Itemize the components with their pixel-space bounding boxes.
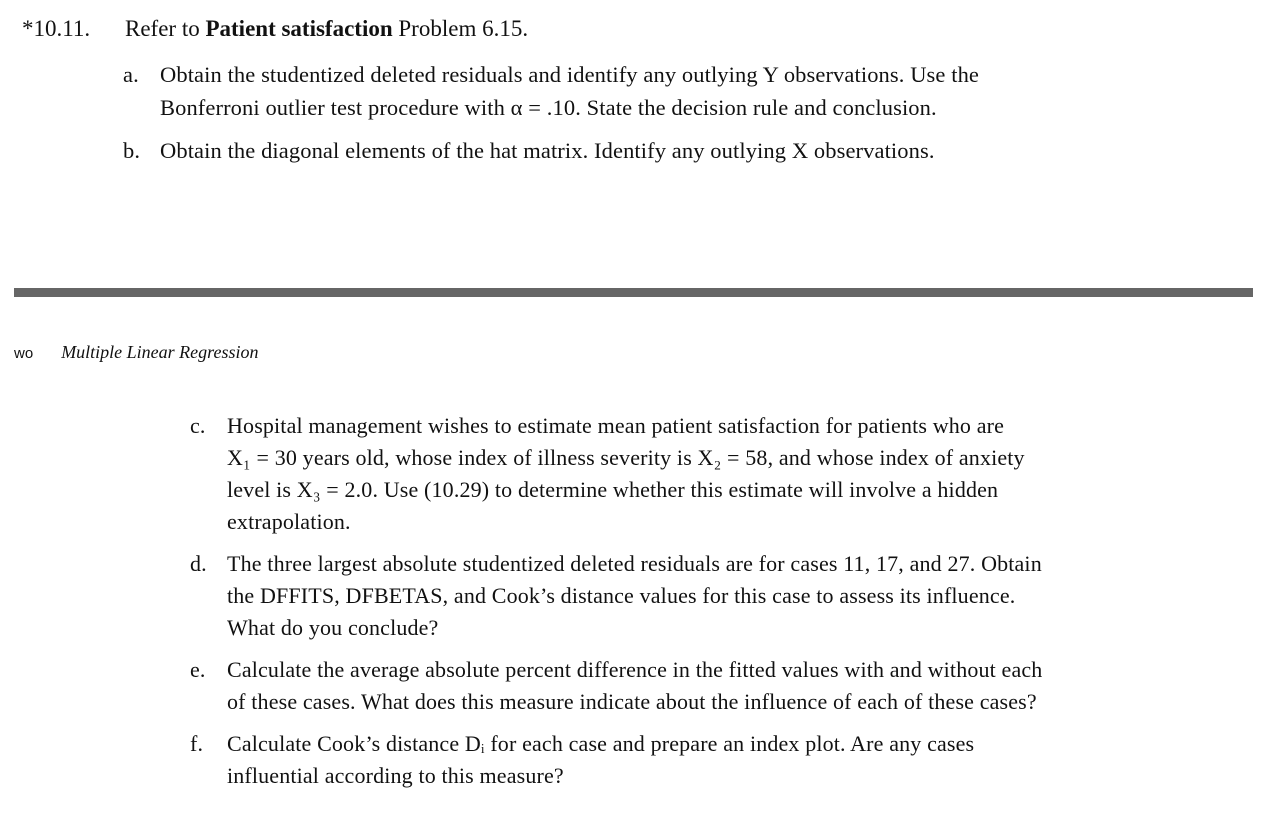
part-a: a. Obtain the studentized deleted residu… <box>123 58 1213 124</box>
part-b: b. Obtain the diagonal elements of the h… <box>123 134 1213 167</box>
part-d-line-2: the DFFITS, DFBETAS, and Cook’s distance… <box>227 583 1016 608</box>
page-divider <box>14 288 1253 297</box>
part-e-line-2: of these cases. What does this measure i… <box>227 689 1037 714</box>
part-b-line-1: Obtain the diagonal elements of the hat … <box>160 138 935 163</box>
part-d-line-3: What do you conclude? <box>227 615 439 640</box>
part-f-line-2: influential according to this measure? <box>227 763 564 788</box>
part-a-line-1: Obtain the studentized deleted residuals… <box>160 62 980 87</box>
part-c: c. Hospital management wishes to estimat… <box>190 410 1220 538</box>
part-e-line-1: Calculate the average absolute percent d… <box>227 657 1043 682</box>
running-head: wo Multiple Linear Regression <box>14 342 259 363</box>
running-head-title: Multiple Linear Regression <box>61 342 259 362</box>
part-d-line-1: The three largest absolute studentized d… <box>227 551 1042 576</box>
part-e: e. Calculate the average absolute percen… <box>190 654 1220 718</box>
problem-parts-top: a. Obtain the studentized deleted residu… <box>123 58 1213 167</box>
part-f-mark: f. <box>190 731 204 756</box>
problem-heading: *10.11. Refer to Patient satisfaction Pro… <box>22 14 528 44</box>
part-f-line-1: Calculate Cook’s distance Dᵢ for each ca… <box>227 731 975 756</box>
problem-text-after: Problem 6.15. <box>392 16 529 41</box>
part-f: f. Calculate Cook’s distance Dᵢ for each… <box>190 728 1220 792</box>
part-c-line-4: extrapolation. <box>227 509 351 534</box>
problem-text-before: Refer to <box>125 16 206 41</box>
part-c-line-1: Hospital management wishes to estimate m… <box>227 413 1005 438</box>
part-c-mark: c. <box>190 413 206 438</box>
problem-bold-reference: Patient satisfaction <box>205 16 393 41</box>
problem-number: *10.11. <box>22 16 91 41</box>
part-c-line-2: X₁ = 30 years old, whose index of illnes… <box>227 445 1025 470</box>
problem-parts-bottom: c. Hospital management wishes to estimat… <box>190 410 1220 802</box>
part-e-mark: e. <box>190 657 206 682</box>
part-b-mark: b. <box>123 138 141 163</box>
part-d: d. The three largest absolute studentize… <box>190 548 1220 644</box>
part-c-line-3: level is X₃ = 2.0. Use (10.29) to determ… <box>227 477 999 502</box>
part-a-mark: a. <box>123 62 139 87</box>
part-d-mark: d. <box>190 551 207 576</box>
running-head-fragment: wo <box>14 345 34 362</box>
part-a-line-2: Bonferroni outlier test procedure with α… <box>160 95 937 120</box>
